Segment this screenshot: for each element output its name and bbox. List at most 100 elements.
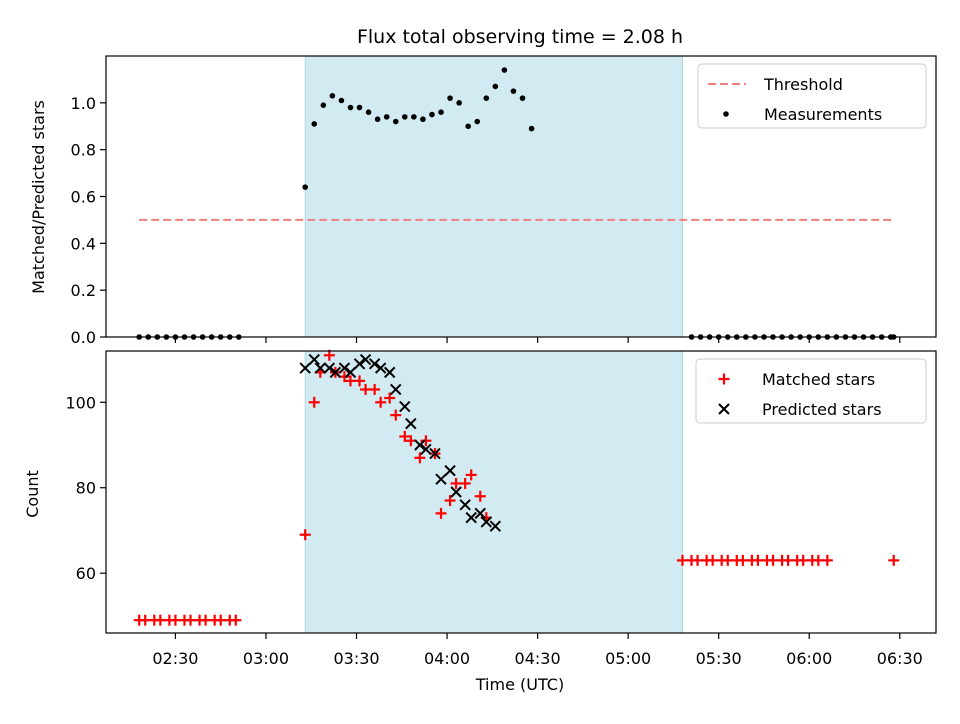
top-dot-point-28 [447, 95, 453, 101]
bottom-x-point-3 [323, 362, 336, 374]
bottom-x-point-24 [480, 516, 492, 528]
top-y-tick-label-2: 0.4 [71, 234, 96, 253]
top-legend-label-0: Threshold [763, 75, 843, 94]
x-tick-label-1: 03:00 [243, 649, 289, 668]
bottom-x-point-23 [474, 507, 486, 520]
top-y-axis-title: Matched/Predicted stars [29, 100, 48, 294]
top-legend-label-1: Measurements [764, 105, 882, 124]
bottom-legend-label-1: Predicted stars [762, 400, 882, 419]
top-y-tick-label-0: 0.0 [71, 328, 96, 347]
bottom-x-point-10 [374, 362, 387, 374]
bottom-shaded-interval [304, 350, 683, 634]
top-dot-point-34 [501, 67, 508, 73]
top-dot-point-32 [483, 95, 490, 101]
bottom-plus-point-21 [354, 375, 366, 387]
top-dot-point-26 [429, 111, 435, 118]
top-dot-point-23 [402, 114, 408, 120]
bottom-y-tick-label-0: 60 [76, 564, 96, 583]
top-dot-point-20 [374, 116, 381, 123]
bottom-x-point-11 [384, 366, 396, 379]
bottom-x-point-6 [344, 366, 357, 379]
bottom-plus-point-23 [369, 383, 381, 395]
bottom-x-point-19 [444, 464, 456, 477]
top-dot-point-36 [519, 95, 526, 101]
bottom-plus-point-29 [414, 452, 426, 464]
top-dot-point-16 [338, 97, 345, 104]
bottom-plus-point-15 [308, 396, 320, 408]
bottom-x-point-1 [308, 353, 320, 366]
bottom-axes-frame [105, 350, 937, 634]
x-tick-label-5: 05:00 [605, 649, 651, 668]
bottom-legend-box [695, 358, 927, 424]
bottom-plus-point-59 [888, 554, 900, 566]
bottom-x-point-25 [489, 520, 502, 532]
bottom-x-point-21 [459, 499, 471, 511]
top-dot-point-12 [302, 184, 309, 190]
x-tick-label-0: 02:30 [152, 649, 198, 668]
top-legend: Threshold Measurements [697, 63, 927, 129]
bottom-legend-label-0: Matched stars [762, 370, 875, 389]
top-dot-point-27 [438, 109, 444, 115]
top-y-tick-label-4: 0.8 [71, 141, 96, 160]
bottom-plus-point-36 [465, 469, 477, 481]
bottom-x-point-16 [420, 443, 432, 455]
x-tick-label-4: 04:30 [515, 649, 561, 668]
bottom-legend: Matched stars Predicted stars [695, 358, 927, 424]
bottom-x-point-22 [465, 511, 477, 524]
bottom-x-point-20 [450, 486, 462, 498]
top-legend-handle-1 [723, 111, 729, 117]
bottom-plus-point-24 [375, 396, 387, 408]
bottom-plus-point-25 [384, 392, 396, 404]
bottom-plus-point-37 [474, 490, 486, 502]
bottom-y-tick-label-1: 80 [76, 479, 96, 498]
bottom-plus-point-30 [420, 435, 432, 447]
x-tick-label-6: 05:30 [696, 649, 742, 668]
bottom-plus-point-14 [299, 529, 311, 541]
bottom-plus-point-13 [230, 614, 242, 626]
top-legend-box [697, 63, 927, 129]
top-dot-point-18 [356, 104, 363, 111]
x-tick-label-8: 06:30 [877, 649, 923, 668]
top-dot-point-14 [320, 102, 327, 108]
bottom-x-point-9 [368, 358, 381, 370]
bottom-y-axis-title: Count [23, 470, 42, 518]
bottom-legend-handle-0 [718, 373, 730, 385]
bottom-x-point-14 [405, 417, 417, 430]
top-dot-point-31 [474, 118, 481, 125]
top-y-tick-label-3: 0.6 [71, 188, 96, 207]
bottom-x-point-4 [329, 366, 342, 379]
x-tick-label-3: 04:00 [424, 649, 470, 668]
x-tick-label-2: 03:30 [333, 649, 379, 668]
bottom-plus-point-35 [459, 477, 471, 489]
bottom-x-point-12 [390, 383, 402, 396]
bottom-x-point-7 [353, 358, 366, 370]
chart-title: Flux total observing time = 2.08 h [357, 26, 683, 48]
top-dot-point-33 [492, 83, 499, 90]
top-dot-point-37 [528, 125, 535, 132]
bottom-plus-point-27 [399, 430, 411, 442]
top-y-tick-label-5: 1.0 [71, 94, 96, 113]
bottom-x-point-8 [359, 353, 372, 366]
bottom-x-point-13 [399, 400, 411, 413]
bottom-plus-point-17 [323, 349, 335, 361]
top-dot-point-21 [383, 114, 390, 120]
bottom-x-point-18 [435, 473, 447, 485]
top-dot-point-13 [311, 121, 318, 127]
top-dot-point-24 [411, 114, 417, 120]
top-dot-point-22 [392, 118, 399, 125]
top-dot-point-30 [465, 123, 471, 130]
bottom-x-point-0 [299, 362, 311, 374]
top-y-tick-label-1: 0.2 [71, 281, 96, 300]
top-dot-point-29 [456, 100, 462, 106]
top-dot-point-15 [329, 93, 336, 99]
top-dot-point-19 [365, 109, 372, 115]
bottom-y-tick-label-2: 100 [65, 393, 96, 412]
bottom-plus-point-32 [435, 507, 447, 519]
top-shaded-interval [304, 55, 683, 338]
bottom-x-point-5 [338, 362, 351, 374]
bottom-legend-handle-1 [718, 403, 730, 415]
bottom-plus-point-26 [390, 409, 402, 421]
x-tick-label-7: 06:00 [786, 649, 832, 668]
top-dot-point-25 [420, 116, 426, 123]
